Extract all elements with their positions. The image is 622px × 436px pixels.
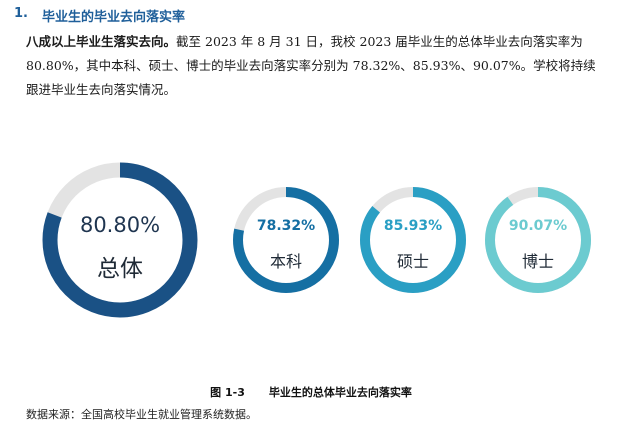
summary-paragraph: 八成以上毕业生落实去向。截至 2023 年 8 月 31 日，我校 2023 届… — [26, 30, 606, 102]
donut-percent-label: 80.80% — [79, 212, 161, 237]
donut-center — [59, 179, 181, 301]
donut-percent-label: 85.93% — [383, 218, 443, 234]
donut-value-arc — [485, 187, 591, 293]
donut-percent-label: 78.32% — [256, 218, 316, 234]
donut-svg — [233, 187, 339, 293]
paragraph-body: 截至 2023 年 8 月 31 日，我校 2023 届毕业生的总体毕业去向落实… — [26, 34, 596, 97]
section-title: 毕业生的毕业去向落实率 — [41, 10, 185, 25]
data-source-note: 数据来源：全国高校毕业生就业管理系统数据。 — [26, 408, 257, 421]
donut-3: 85.93% 硕士 — [351, 178, 475, 302]
donut-svg — [485, 187, 591, 293]
donut-1: 80.80% 总体 — [31, 151, 209, 329]
donut-category-label: 总体 — [97, 255, 143, 282]
paragraph-lead: 八成以上毕业生落实去向。 — [26, 34, 177, 49]
figure-title: 毕业生的总体毕业去向落实率 — [268, 386, 412, 399]
donut-svg — [360, 187, 466, 293]
donut-value-arc — [360, 187, 466, 293]
donut-category-label: 本科 — [269, 252, 302, 271]
figure-number: 图 1-3 — [210, 386, 245, 399]
donut-category-label: 硕士 — [396, 252, 429, 271]
donut-value-arc — [233, 187, 339, 293]
donut-percent-label: 90.07% — [508, 218, 568, 234]
donut-center — [497, 199, 579, 281]
donut-svg — [42, 162, 198, 318]
donut-4: 90.07% 博士 — [476, 178, 600, 302]
figure-caption: 图 1-3 毕业生的总体毕业去向落实率 — [0, 384, 622, 400]
donut-category-label: 博士 — [521, 252, 554, 271]
donut-2: 78.32% 本科 — [224, 178, 348, 302]
donut-center — [245, 199, 327, 281]
donut-value-arc — [42, 162, 198, 318]
section-heading: 1. 毕业生的毕业去向落实率 — [14, 6, 185, 25]
section-number: 1. — [14, 6, 28, 21]
donut-center — [372, 199, 454, 281]
